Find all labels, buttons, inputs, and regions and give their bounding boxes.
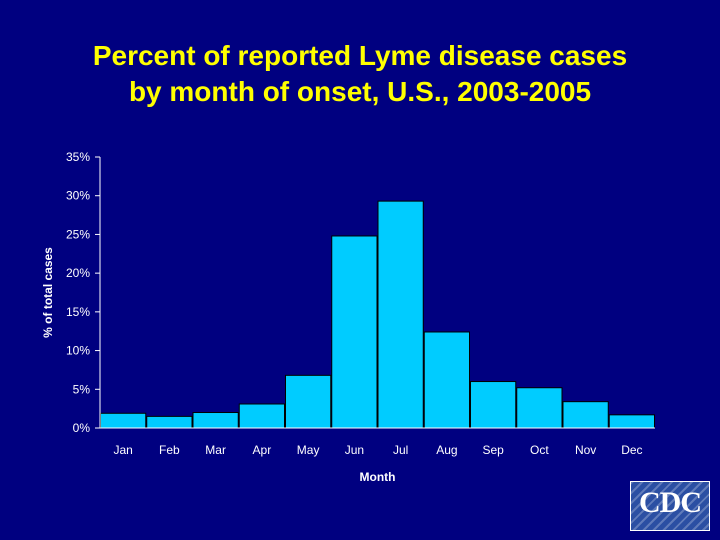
bar-may	[285, 374, 332, 429]
x-axis-labels: Jan Feb Mar Apr May Jun Jul Aug Sep Oct Nov Dec	[113, 443, 642, 457]
y-axis-title: % of total cases	[41, 247, 55, 338]
bar-dec	[608, 414, 655, 429]
bar-oct	[516, 387, 563, 429]
y-tick-label: 15%	[66, 305, 90, 319]
y-tick-label: 30%	[66, 189, 90, 203]
x-tick-label: May	[297, 443, 320, 457]
x-tick-label: Jan	[113, 443, 132, 457]
chart-title: Percent of reported Lyme disease cases b…	[0, 38, 720, 110]
bar-nov	[562, 401, 609, 429]
x-tick-label: Sep	[482, 443, 504, 457]
y-tick-label: 5%	[73, 382, 91, 396]
x-tick-label: Jul	[393, 443, 408, 457]
bar-jul	[377, 200, 424, 429]
x-tick-label: Oct	[530, 443, 549, 457]
y-tick-label: 20%	[66, 266, 90, 280]
bar-apr	[238, 403, 285, 429]
y-axis-ticks: 0% 5% 10% 15% 20% 25% 30% 35%	[66, 150, 100, 435]
chart-title-line-2: by month of onset, U.S., 2003-2005	[128, 76, 592, 107]
x-tick-label: Aug	[436, 443, 457, 457]
logo-stripes	[631, 482, 709, 530]
bar-sep	[470, 381, 517, 429]
cdc-logo: CDC	[630, 481, 710, 531]
x-tick-label: Dec	[621, 443, 642, 457]
y-tick-label: 10%	[66, 344, 90, 358]
x-tick-label: Feb	[159, 443, 180, 457]
x-tick-label: Jun	[345, 443, 364, 457]
chart-title-line-1: Percent of reported Lyme disease cases	[92, 40, 628, 71]
bars	[100, 200, 655, 429]
bar-mar	[192, 412, 239, 429]
x-axis-title: Month	[360, 470, 396, 484]
y-tick-label: 35%	[66, 150, 90, 164]
bar-jan	[100, 412, 147, 429]
y-tick-label: 0%	[73, 421, 91, 435]
x-tick-label: Nov	[575, 443, 596, 457]
logo-text: CDC	[639, 486, 702, 519]
bar-feb	[146, 415, 193, 429]
y-tick-label: 25%	[66, 227, 90, 241]
x-tick-label: Apr	[253, 443, 272, 457]
bar-jun	[331, 235, 378, 429]
bar-aug	[423, 331, 470, 429]
x-tick-label: Mar	[205, 443, 226, 457]
